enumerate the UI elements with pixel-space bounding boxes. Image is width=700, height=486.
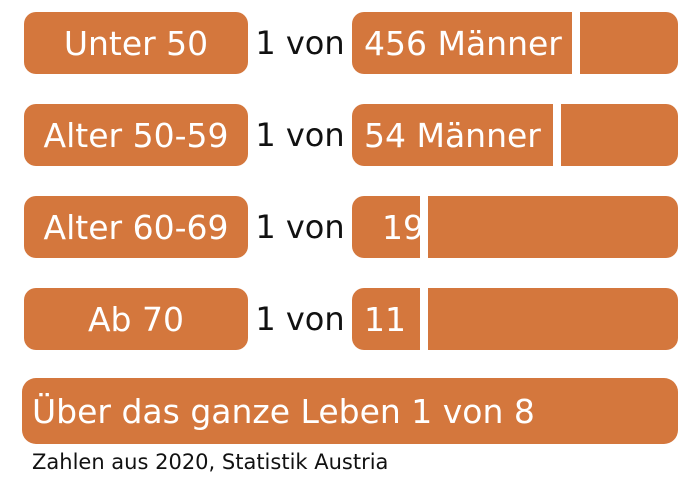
connector-text: 1 von <box>255 24 345 62</box>
ratio-divider <box>420 196 428 258</box>
ratio-value-label: 54 Männer <box>364 115 541 155</box>
ratio-divider <box>420 288 428 350</box>
source-note: Zahlen aus 2020, Statistik Austria <box>32 450 389 474</box>
ratio-bar: 54 Männer <box>352 104 678 166</box>
chart-row: Ab 70 1 von 11 <box>0 288 700 350</box>
lifetime-risk-label: Über das ganze Leben 1 von 8 <box>32 391 535 431</box>
ratio-bar: 19 <box>352 196 678 258</box>
age-group-label: Unter 50 <box>24 12 248 74</box>
lifetime-risk-bar: Über das ganze Leben 1 von 8 <box>22 378 678 444</box>
ratio-divider <box>553 104 561 166</box>
chart-row: Alter 60-69 1 von 19 <box>0 196 700 258</box>
connector-text: 1 von <box>255 300 345 338</box>
ratio-divider <box>572 12 580 74</box>
connector-text: 1 von <box>255 208 345 246</box>
chart-row: Alter 50-59 1 von 54 Männer <box>0 104 700 166</box>
age-group-label: Alter 50-59 <box>24 104 248 166</box>
ratio-value-label: 11 <box>364 299 406 339</box>
ratio-value-label: 456 Männer <box>364 23 562 63</box>
connector-text: 1 von <box>255 116 345 154</box>
ratio-bar: 456 Männer <box>352 12 678 74</box>
ratio-bar: 11 <box>352 288 678 350</box>
ratio-value-label: 19 <box>382 207 424 247</box>
age-group-label: Ab 70 <box>24 288 248 350</box>
chart-row: Unter 50 1 von 456 Männer <box>0 12 700 74</box>
age-group-label: Alter 60-69 <box>24 196 248 258</box>
